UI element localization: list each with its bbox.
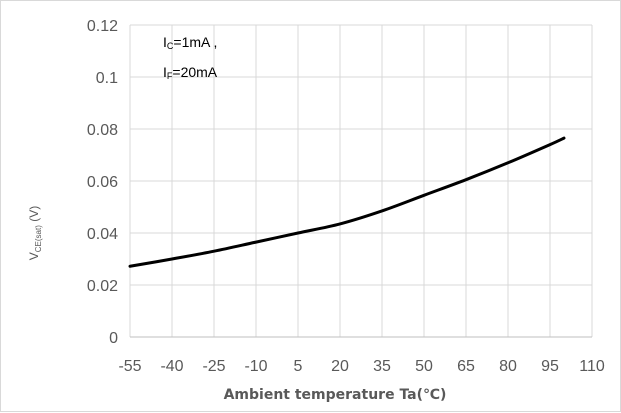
x-tick-label: -40: [160, 358, 183, 375]
x-tick-label: -25: [202, 358, 225, 375]
grid: [129, 24, 593, 337]
x-tick-label: 65: [457, 358, 475, 375]
x-tick-label: 80: [499, 358, 517, 375]
annotation-line-1-rest: =1mA ,: [173, 34, 217, 50]
x-tick-labels: -55 -40 -25 -10 5 20 35 50 65 80 95 110: [118, 358, 604, 375]
y-tick-label: 0.06: [87, 174, 118, 191]
y-tick-label: 0: [109, 330, 118, 347]
y-tick-labels: 0 0.02 0.04 0.06 0.08 0.1 0.12: [87, 18, 118, 347]
x-tick-label: 110: [579, 358, 605, 375]
x-tick-label: 5: [294, 358, 303, 375]
y-axis-title-unit: (V): [27, 206, 41, 225]
y-axis-title-sub: CE(sat): [34, 225, 43, 252]
series-layer: [128, 136, 566, 268]
annotation-line-2: IF=20mA: [163, 64, 218, 81]
y-axis-title-main: V: [27, 252, 41, 260]
y-tick-label: 0.1: [96, 70, 118, 87]
annotation-line-1-sub: C: [167, 41, 174, 51]
x-tick-label: 50: [415, 358, 433, 375]
x-tick-label: -55: [118, 358, 141, 375]
x-tick-label: -10: [244, 358, 267, 375]
y-axis-title: VCE(sat) (V): [27, 206, 43, 260]
y-tick-label: 0.04: [87, 226, 118, 243]
annotation-line-2-main: I: [163, 64, 167, 80]
x-tick-label: 35: [373, 358, 391, 375]
x-tick-label: 20: [331, 358, 349, 375]
x-axis-title: Ambient temperature Ta(℃): [224, 387, 447, 403]
annotation-line-1: IC=1mA ,: [163, 34, 217, 51]
y-tick-label: 0.12: [87, 18, 118, 35]
x-tick-label: 95: [541, 358, 559, 375]
annotation-line-1-main: I: [163, 34, 167, 50]
y-tick-label: 0.02: [87, 278, 118, 295]
annotation-line-2-rest: =20mA: [172, 64, 217, 80]
series-line: [128, 136, 566, 268]
annotation-line-2-sub: F: [167, 71, 173, 81]
y-tick-label: 0.08: [87, 122, 118, 139]
